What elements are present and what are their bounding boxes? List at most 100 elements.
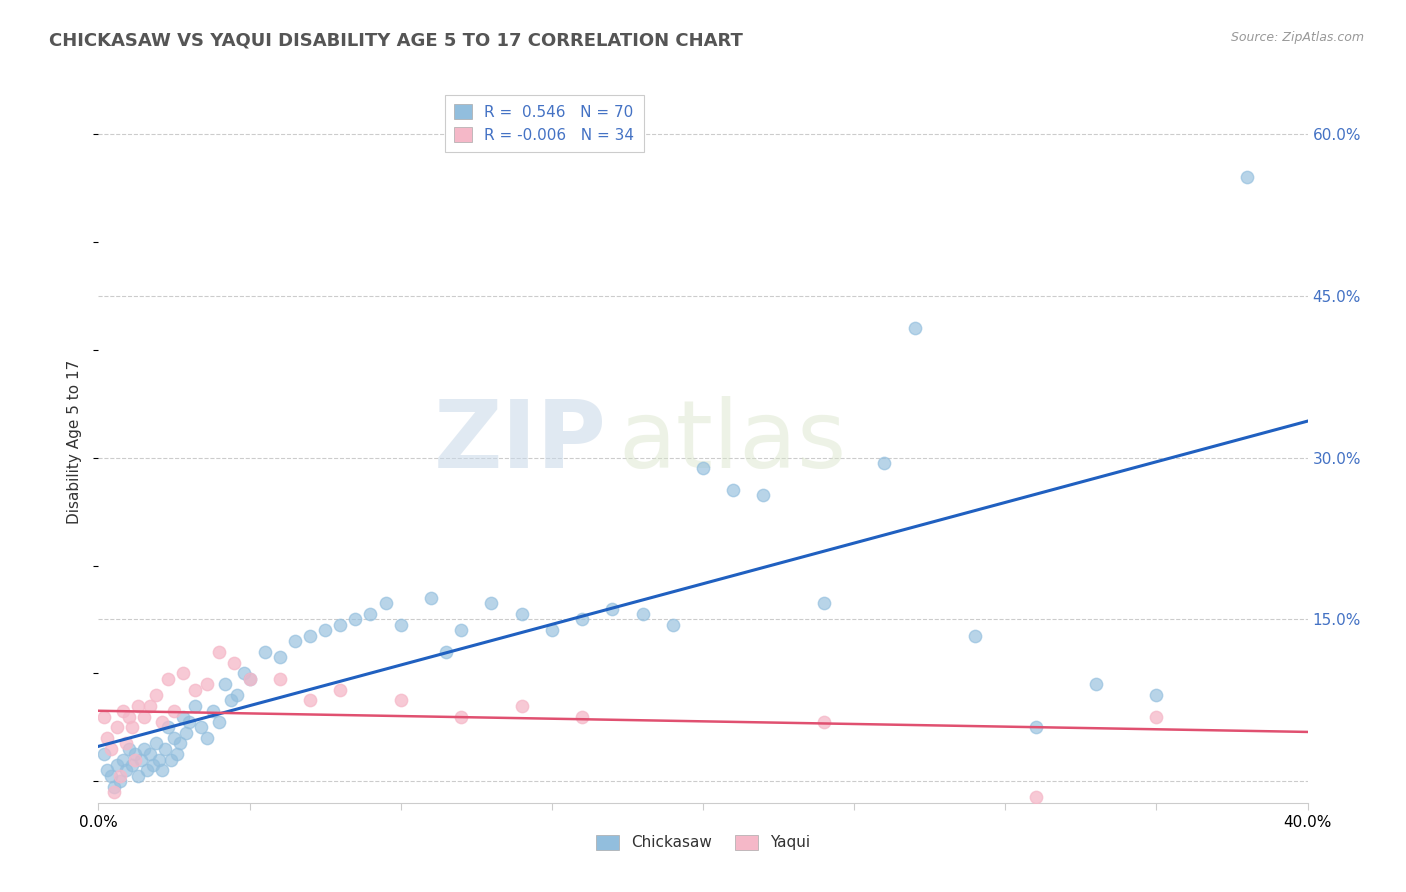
Point bbox=[127, 698, 149, 713]
Point bbox=[93, 747, 115, 762]
Point bbox=[129, 753, 152, 767]
Point bbox=[208, 645, 231, 659]
Point bbox=[132, 709, 155, 723]
Point bbox=[389, 693, 412, 707]
Point bbox=[103, 785, 125, 799]
Point bbox=[195, 731, 218, 745]
Point bbox=[135, 764, 157, 778]
Point bbox=[105, 758, 128, 772]
Point bbox=[184, 698, 207, 713]
Point bbox=[1144, 709, 1167, 723]
Point bbox=[269, 650, 291, 665]
Legend: Chickasaw, Yaqui: Chickasaw, Yaqui bbox=[589, 829, 817, 856]
Point bbox=[329, 682, 352, 697]
Point bbox=[226, 688, 249, 702]
Point bbox=[208, 714, 231, 729]
Point bbox=[184, 682, 207, 697]
Point bbox=[239, 672, 262, 686]
Point bbox=[145, 737, 167, 751]
Text: atlas: atlas bbox=[619, 395, 846, 488]
Point bbox=[142, 758, 165, 772]
Point bbox=[269, 672, 291, 686]
Point bbox=[510, 698, 533, 713]
Point bbox=[100, 769, 122, 783]
Point bbox=[813, 714, 835, 729]
Point bbox=[172, 666, 194, 681]
Point bbox=[124, 753, 146, 767]
Point bbox=[150, 764, 173, 778]
Point bbox=[360, 607, 382, 621]
Point bbox=[108, 774, 131, 789]
Text: ZIP: ZIP bbox=[433, 395, 606, 488]
Point bbox=[692, 461, 714, 475]
Point bbox=[1144, 688, 1167, 702]
Point bbox=[434, 645, 457, 659]
Point bbox=[174, 725, 197, 739]
Point bbox=[145, 688, 167, 702]
Point bbox=[121, 758, 143, 772]
Point bbox=[93, 709, 115, 723]
Point bbox=[723, 483, 745, 497]
Point bbox=[329, 618, 352, 632]
Point bbox=[389, 618, 412, 632]
Point bbox=[450, 624, 472, 638]
Point bbox=[374, 596, 396, 610]
Point bbox=[904, 321, 927, 335]
Point bbox=[172, 709, 194, 723]
Point bbox=[965, 629, 987, 643]
Point bbox=[602, 601, 624, 615]
Point bbox=[1236, 170, 1258, 185]
Point bbox=[299, 693, 322, 707]
Point bbox=[631, 607, 654, 621]
Point bbox=[111, 704, 134, 718]
Point bbox=[540, 624, 562, 638]
Point bbox=[148, 753, 170, 767]
Point bbox=[163, 704, 186, 718]
Point bbox=[169, 737, 191, 751]
Point bbox=[100, 742, 122, 756]
Point bbox=[114, 737, 136, 751]
Point bbox=[111, 753, 134, 767]
Point bbox=[813, 596, 835, 610]
Point bbox=[139, 698, 162, 713]
Point bbox=[1024, 790, 1046, 805]
Point bbox=[752, 488, 775, 502]
Point bbox=[253, 645, 276, 659]
Point bbox=[344, 612, 367, 626]
Text: CHICKASAW VS YAQUI DISABILITY AGE 5 TO 17 CORRELATION CHART: CHICKASAW VS YAQUI DISABILITY AGE 5 TO 1… bbox=[49, 31, 744, 49]
Point bbox=[221, 693, 243, 707]
Point bbox=[156, 672, 179, 686]
Point bbox=[103, 780, 125, 794]
Point bbox=[284, 634, 307, 648]
Point bbox=[299, 629, 322, 643]
Point bbox=[214, 677, 236, 691]
Point bbox=[121, 720, 143, 734]
Point bbox=[571, 709, 593, 723]
Point bbox=[96, 764, 118, 778]
Point bbox=[661, 618, 683, 632]
Point bbox=[571, 612, 593, 626]
Text: Source: ZipAtlas.com: Source: ZipAtlas.com bbox=[1230, 31, 1364, 45]
Point bbox=[224, 656, 246, 670]
Point bbox=[481, 596, 503, 610]
Point bbox=[166, 747, 188, 762]
Point bbox=[124, 747, 146, 762]
Point bbox=[118, 742, 141, 756]
Point bbox=[202, 704, 225, 718]
Point bbox=[96, 731, 118, 745]
Point bbox=[1024, 720, 1046, 734]
Point bbox=[139, 747, 162, 762]
Point bbox=[160, 753, 183, 767]
Point bbox=[239, 672, 262, 686]
Point bbox=[114, 764, 136, 778]
Point bbox=[156, 720, 179, 734]
Point bbox=[873, 456, 896, 470]
Point bbox=[163, 731, 186, 745]
Point bbox=[450, 709, 472, 723]
Y-axis label: Disability Age 5 to 17: Disability Age 5 to 17 bbox=[67, 359, 83, 524]
Point bbox=[132, 742, 155, 756]
Point bbox=[153, 742, 176, 756]
Point bbox=[195, 677, 218, 691]
Point bbox=[314, 624, 336, 638]
Point bbox=[510, 607, 533, 621]
